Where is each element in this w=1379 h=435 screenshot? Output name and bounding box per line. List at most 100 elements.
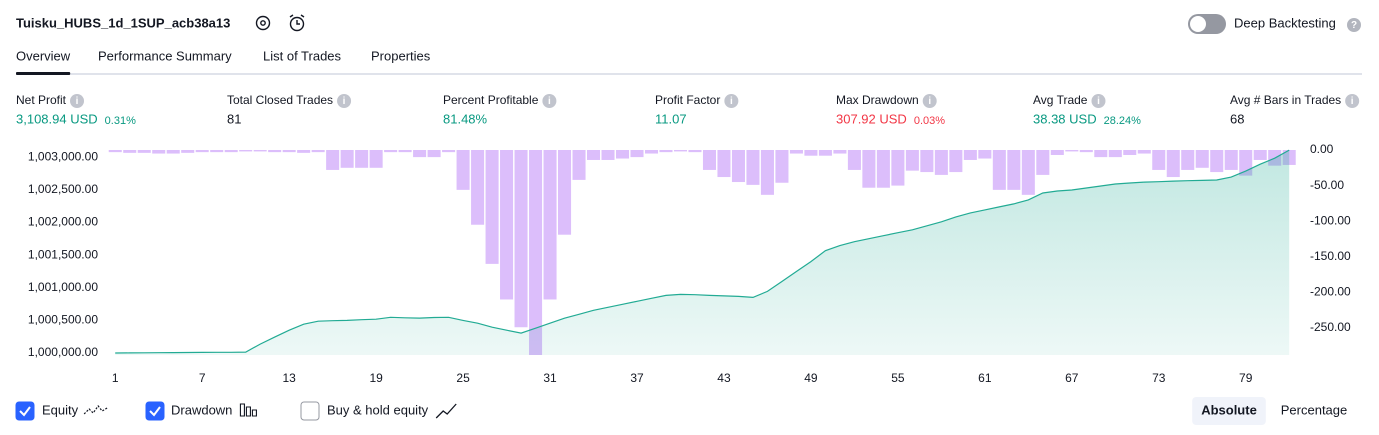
y-tick-label: 1,003,000.00	[28, 149, 98, 163]
drawdown-bar	[369, 150, 383, 168]
y-tick-label: 1,000,000.00	[28, 345, 98, 359]
drawdown-bar	[427, 150, 441, 158]
tab[interactable]: Overview	[16, 48, 71, 63]
metric-label: Net Profit	[16, 93, 67, 107]
info-icon[interactable]	[542, 94, 557, 108]
drawdown-bar	[1079, 150, 1093, 153]
drawdown-bar	[717, 150, 731, 178]
checkbox[interactable]	[15, 401, 35, 421]
drawdown-bar	[485, 150, 499, 264]
metric-label: Percent Profitable	[443, 93, 539, 107]
x-tick-label: 1	[112, 371, 119, 385]
drawdown-bar	[905, 150, 919, 171]
scale-button[interactable]	[1192, 397, 1266, 425]
drawdown-bar	[1123, 150, 1137, 155]
drawdown-bar	[978, 150, 992, 159]
y2-tick-label: -50.00	[1310, 178, 1344, 192]
drawdown-bar	[210, 150, 224, 153]
metric-sub: 28.24%	[1104, 115, 1142, 127]
x-tick-label: 7	[199, 371, 206, 385]
drawdown-bar	[268, 150, 282, 153]
info-icon[interactable]	[70, 94, 85, 108]
drawdown-bar	[543, 150, 557, 300]
drawdown-bar	[195, 150, 209, 153]
drawdown-bar	[847, 150, 861, 170]
drawdown-bar	[1166, 150, 1180, 178]
equity-area	[115, 150, 1290, 355]
drawdown-bar	[529, 150, 543, 355]
metric-label: Max Drawdown	[836, 93, 919, 107]
tab[interactable]: List of Trades	[263, 48, 342, 63]
info-glyph: i	[1097, 96, 1100, 107]
metric-value: 307.92 USD	[836, 111, 907, 126]
drawdown-bar	[1137, 150, 1151, 154]
help-icon[interactable]: ?	[1347, 18, 1361, 32]
metric-value: 68	[1230, 111, 1244, 126]
info-glyph: i	[1351, 96, 1354, 107]
y-tick-label: 1,002,500.00	[28, 182, 98, 196]
x-tick-label: 55	[891, 371, 905, 385]
metric-value: 81.48%	[443, 111, 488, 126]
tab[interactable]: Properties	[371, 48, 431, 63]
drawdown-bar	[587, 150, 601, 160]
y-tick-label: 1,002,000.00	[28, 215, 98, 229]
metric-value: 11.07	[655, 111, 687, 126]
scale-button-label[interactable]: Percentage	[1281, 402, 1348, 417]
drawdown-bar	[702, 150, 716, 170]
drawdown-bar	[108, 150, 122, 153]
drawdown-bar	[775, 150, 789, 183]
x-tick-label: 49	[804, 371, 818, 385]
drawdown-bar	[471, 150, 485, 225]
strategy-title: Tuisku_HUBS_1d_1SUP_acb38a13	[16, 15, 230, 30]
checkmark	[149, 406, 161, 417]
drawdown-bar	[688, 150, 702, 153]
deep-backtesting-toggle[interactable]	[1188, 14, 1226, 34]
tab[interactable]: Performance Summary	[98, 48, 232, 63]
drawdown-bar	[833, 150, 847, 154]
info-icon[interactable]	[1091, 94, 1106, 108]
drawdown-bar	[891, 150, 905, 186]
settings-icon[interactable]	[255, 15, 271, 31]
info-icon[interactable]	[337, 94, 352, 108]
drawdown-bar	[398, 150, 412, 153]
drawdown-bar	[137, 150, 151, 153]
scale-button-label[interactable]: Absolute	[1201, 402, 1257, 417]
buyhold-icon	[435, 403, 457, 419]
drawdown-bar	[413, 150, 427, 158]
drawdown-bar	[297, 150, 311, 153]
metric-value: 38.38 USD	[1033, 111, 1097, 126]
metric-label: Profit Factor	[655, 93, 720, 107]
x-tick-label: 13	[282, 371, 296, 385]
drawdown-bar	[384, 150, 398, 153]
drawdown-bar	[731, 150, 745, 183]
drawdown-bar	[181, 150, 195, 153]
x-tick-label: 61	[978, 371, 992, 385]
metric-value: 3,108.94 USD	[16, 111, 98, 126]
alert-icon[interactable]	[289, 14, 305, 32]
y2-tick-label: 0.00	[1310, 142, 1334, 156]
info-glyph: i	[76, 96, 79, 107]
drawdown-bar	[152, 150, 166, 154]
drawdown-bar	[630, 150, 644, 158]
drawdown-bar	[789, 150, 803, 154]
metric-label: Total Closed Trades	[227, 93, 333, 107]
drawdown-bar	[760, 150, 774, 195]
info-icon[interactable]	[922, 94, 937, 108]
drawdown-bar	[326, 150, 340, 170]
drawdown-bar	[311, 150, 325, 153]
x-tick-label: 79	[1239, 371, 1253, 385]
checkbox[interactable]	[145, 401, 165, 421]
y-tick-label: 1,001,500.00	[28, 247, 98, 261]
drawdown-bar	[224, 150, 238, 153]
metric-sub: 0.03%	[914, 115, 945, 127]
drawdown-bar	[1094, 150, 1108, 158]
checkbox[interactable]	[300, 401, 320, 421]
drawdown-bar	[514, 150, 528, 328]
drawdown-bar	[442, 150, 456, 153]
drawdown-bar	[673, 150, 688, 152]
chart: 1,000,000.00 1,000,500.00 1,001,000.00 1,00…	[28, 142, 1351, 385]
info-icon[interactable]	[724, 94, 739, 108]
info-icon[interactable]	[1345, 94, 1360, 108]
